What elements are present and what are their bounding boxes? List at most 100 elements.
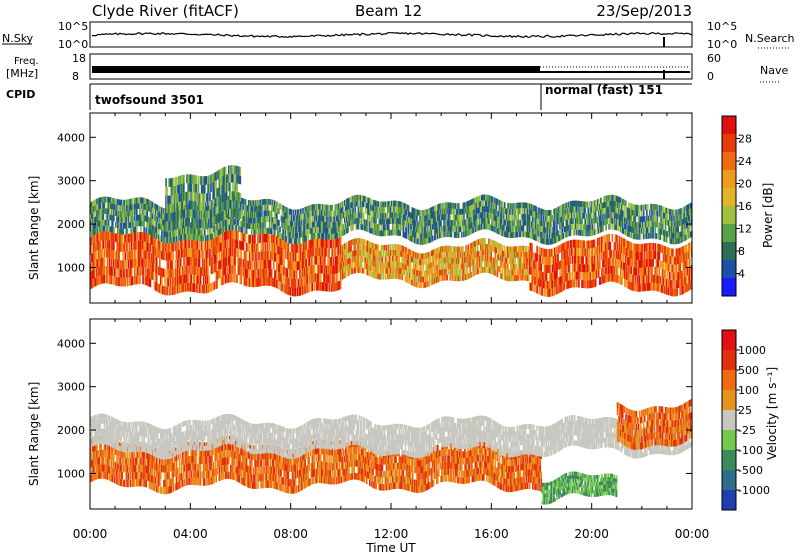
echo-cell bbox=[510, 203, 512, 209]
echo-cell bbox=[418, 253, 420, 259]
echo-cell bbox=[156, 233, 158, 239]
echo-cell bbox=[104, 257, 106, 266]
echo-cell bbox=[499, 229, 501, 235]
echo-cell bbox=[363, 213, 365, 219]
echo-cell bbox=[632, 275, 634, 283]
echo-cell bbox=[445, 214, 447, 220]
echo-cell bbox=[276, 271, 278, 280]
echo-cell bbox=[291, 215, 293, 221]
echo-cell bbox=[156, 222, 158, 228]
echo-cell bbox=[467, 244, 469, 250]
echo-cell bbox=[479, 219, 481, 225]
echo-cell bbox=[109, 258, 111, 267]
echo-cell bbox=[127, 243, 129, 252]
echo-cell bbox=[667, 271, 669, 279]
echo-cell bbox=[269, 216, 271, 222]
echo-cell bbox=[609, 242, 611, 250]
echo-cell bbox=[465, 245, 467, 251]
echo-cell bbox=[233, 225, 235, 231]
echo-cell bbox=[572, 272, 574, 280]
echo-cell bbox=[578, 280, 580, 288]
echo-cell bbox=[433, 261, 435, 267]
echo-cell bbox=[523, 226, 525, 232]
echo-cell bbox=[189, 266, 191, 275]
echo-cell bbox=[292, 238, 294, 244]
echo-cell bbox=[364, 239, 366, 245]
echo-cell bbox=[630, 266, 632, 274]
echo-cell bbox=[241, 250, 243, 259]
echo-cell bbox=[431, 230, 433, 236]
echo-cell bbox=[324, 257, 326, 266]
echo-cell bbox=[118, 277, 120, 286]
echo-cell bbox=[117, 222, 119, 228]
echo-cell bbox=[504, 246, 506, 252]
echo-cell bbox=[498, 211, 500, 217]
echo-cell bbox=[479, 195, 481, 201]
echo-cell bbox=[410, 267, 412, 273]
echo-cell bbox=[255, 270, 257, 279]
echo-cell bbox=[527, 264, 529, 270]
echo-cell bbox=[326, 216, 328, 222]
echo-cell bbox=[227, 239, 229, 248]
echo-cell bbox=[213, 281, 215, 290]
echo-cell bbox=[220, 269, 222, 278]
echo-cell bbox=[298, 279, 300, 288]
echo-cell bbox=[300, 209, 302, 215]
echo-cell bbox=[342, 201, 344, 207]
echo-cell bbox=[459, 247, 461, 253]
echo-cell bbox=[155, 210, 157, 216]
echo-cell bbox=[132, 198, 134, 204]
beam-title: Beam 12 bbox=[355, 2, 422, 20]
echo-cell bbox=[210, 228, 212, 234]
echo-cell bbox=[276, 213, 278, 219]
echo-cell bbox=[174, 237, 176, 243]
echo-cell bbox=[474, 198, 476, 204]
echo-cell bbox=[443, 252, 445, 258]
echo-cell bbox=[225, 266, 227, 275]
echo-cell bbox=[299, 220, 301, 226]
echo-cell bbox=[534, 284, 536, 292]
echo-cell bbox=[330, 211, 332, 217]
echo-cell bbox=[385, 274, 387, 280]
echo-cell bbox=[284, 250, 286, 259]
echo-cell bbox=[531, 283, 533, 291]
echo-cell bbox=[280, 204, 282, 210]
echo-cell bbox=[652, 243, 654, 251]
echo-cell bbox=[592, 248, 594, 256]
echo-cell bbox=[584, 249, 586, 257]
echo-cell bbox=[461, 232, 463, 238]
echo-cell bbox=[557, 254, 559, 262]
echo-cell bbox=[459, 258, 461, 264]
echo-cell bbox=[405, 215, 407, 221]
echo-cell bbox=[277, 202, 279, 208]
echo-cell bbox=[349, 209, 351, 215]
echo-cell bbox=[546, 273, 548, 281]
echo-cell bbox=[162, 286, 164, 295]
echo-cell bbox=[270, 199, 272, 205]
echo-cell bbox=[193, 275, 195, 284]
echo-cell bbox=[99, 215, 101, 221]
echo-cell bbox=[364, 251, 366, 257]
echo-cell bbox=[419, 227, 421, 233]
echo-cell bbox=[675, 265, 677, 273]
echo-cell bbox=[686, 276, 688, 284]
echo-cell bbox=[343, 224, 345, 230]
echo-cell bbox=[197, 284, 199, 293]
echo-cell bbox=[120, 223, 122, 229]
echo-cell bbox=[175, 286, 177, 295]
echo-cell bbox=[219, 252, 221, 261]
echo-cell bbox=[107, 257, 109, 266]
echo-cell bbox=[178, 241, 180, 250]
echo-cell bbox=[207, 258, 209, 267]
echo-cell bbox=[385, 230, 387, 236]
echo-cell bbox=[529, 227, 531, 233]
echo-cell bbox=[400, 213, 402, 219]
echo-cell bbox=[282, 228, 284, 234]
echo-cell bbox=[124, 252, 126, 261]
echo-cell bbox=[230, 256, 232, 265]
station-title: Clyde River (fitACF) bbox=[92, 2, 239, 20]
echo-cell bbox=[289, 278, 291, 287]
echo-cell bbox=[679, 263, 681, 271]
echo-cell bbox=[488, 250, 490, 256]
echo-cell bbox=[491, 196, 493, 202]
